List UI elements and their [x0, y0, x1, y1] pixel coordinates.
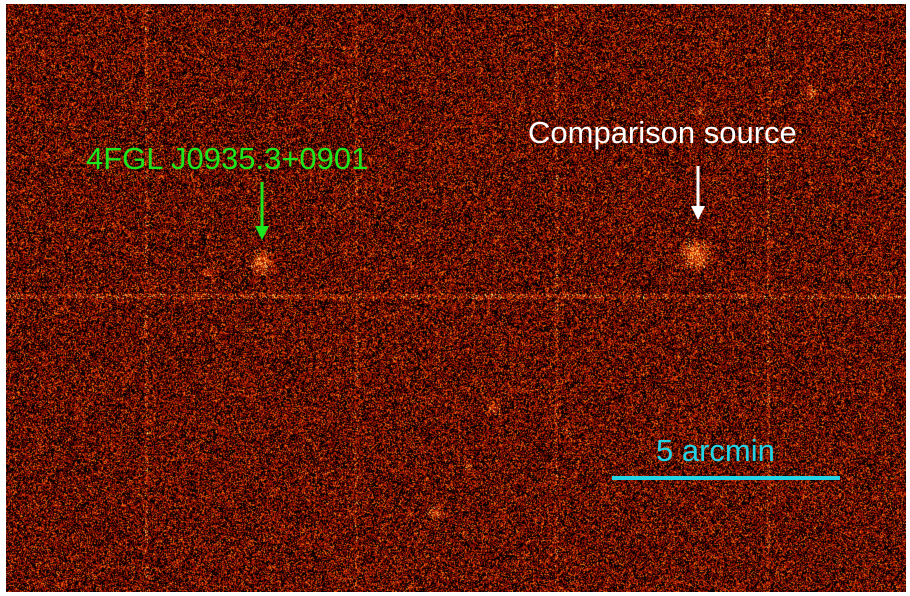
annotation-layer — [255, 166, 840, 480]
target-source-label: 4FGL J0935.3+0901 — [86, 141, 369, 176]
comparison-arrow — [691, 166, 705, 220]
noise-field — [6, 4, 906, 592]
comparison-source-label: Comparison source — [528, 115, 797, 150]
target-arrow — [255, 182, 269, 240]
xray-image: 4FGL J0935.3+0901 Comparison source 5 ar… — [6, 4, 906, 592]
scale-bar-label: 5 arcmin — [656, 433, 775, 468]
